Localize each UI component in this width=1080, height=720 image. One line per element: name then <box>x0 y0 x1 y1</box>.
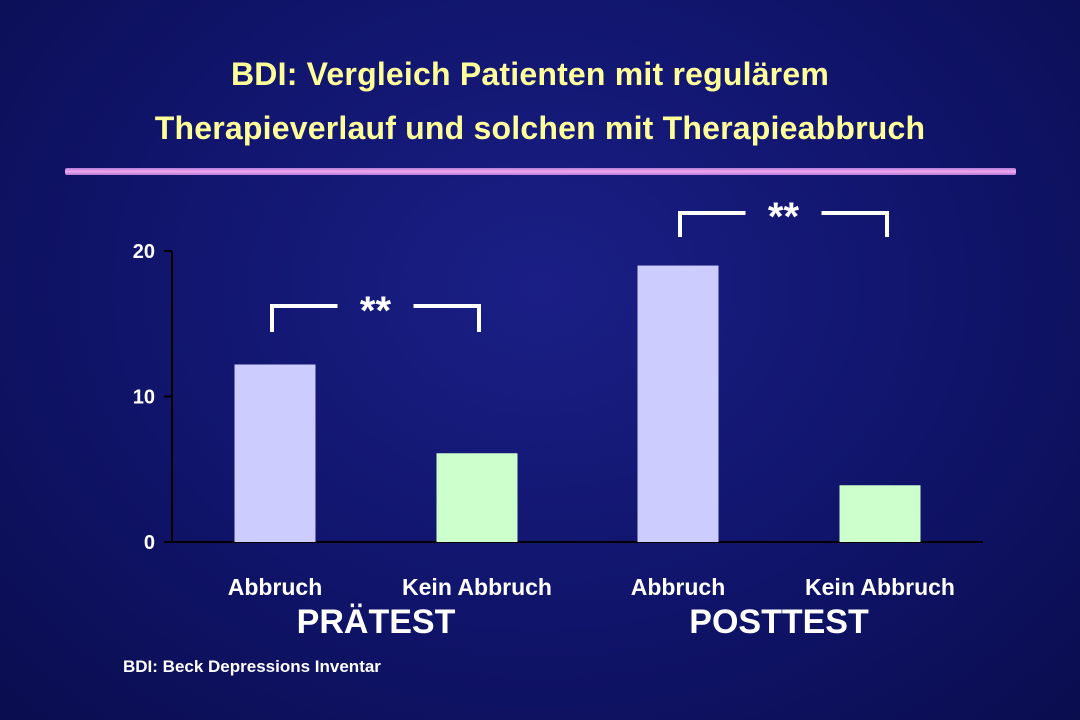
chart-title-line-1: BDI: Vergleich Patienten mit regulärem <box>231 56 829 92</box>
footnote: BDI: Beck Depressions Inventar <box>123 657 381 676</box>
significance-bracket <box>270 304 481 332</box>
significance-bracket <box>678 211 889 237</box>
significance-marker: ** <box>360 289 392 333</box>
category-label: Kein Abbruch <box>402 574 552 600</box>
group-label: POSTTEST <box>689 603 869 641</box>
bar <box>637 265 719 542</box>
y-tick-label: 10 <box>133 387 155 409</box>
y-tick-label: 20 <box>133 241 155 263</box>
y-tick-label: 0 <box>144 532 155 554</box>
category-label: Abbruch <box>631 574 726 600</box>
bar <box>436 453 518 542</box>
group-label: PRÄTEST <box>297 603 456 641</box>
category-label: Abbruch <box>228 574 323 600</box>
bar <box>234 364 316 542</box>
title-divider <box>65 168 1016 175</box>
bar <box>839 485 921 542</box>
chart-title-line-2: Therapieverlauf und solchen mit Therapie… <box>154 110 926 146</box>
category-label: Kein Abbruch <box>805 574 955 600</box>
significance-marker: ** <box>768 195 800 239</box>
